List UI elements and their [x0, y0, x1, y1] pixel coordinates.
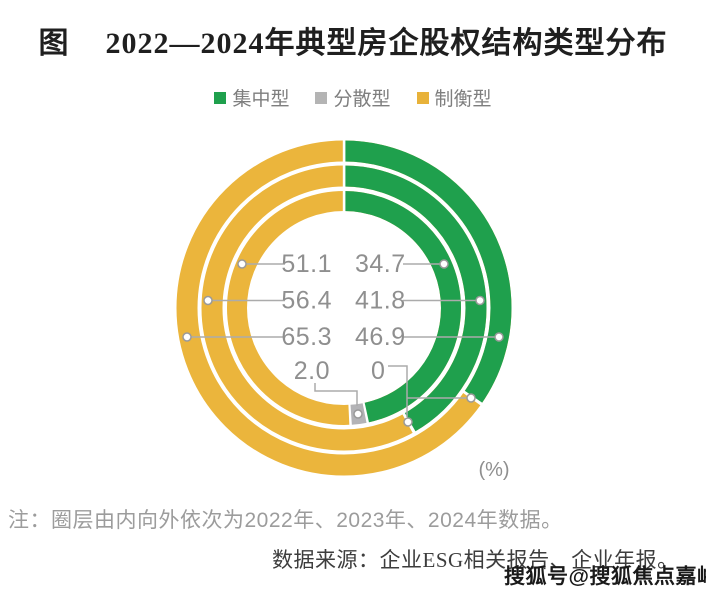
- watermark-sohu: 搜狐号@搜狐焦点嘉峪关站: [504, 565, 706, 588]
- top-seam: [342, 137, 346, 215]
- value-dispersed-2022: 2.0: [294, 357, 330, 385]
- chart-legend: 集中型 分散型 制衡型: [0, 84, 706, 111]
- value-concentrated-row3: 46.9: [355, 323, 406, 351]
- value-concentrated-row2: 41.8: [355, 287, 406, 315]
- leader-dots: [182, 259, 504, 427]
- value-balanced-2023: 56.4: [281, 287, 332, 315]
- chart-title-text: 2022—2024年典型房企股权结构类型分布: [105, 27, 668, 60]
- center-value-labels: 51.1 34.7 56.4 41.8 65.3 46.9 2.0 0: [281, 250, 405, 385]
- legend-label: 制衡型: [434, 89, 492, 110]
- footnote-ring-order: 注：圈层由内向外依次为2022年、2023年、2024年数据。: [8, 509, 563, 532]
- ring-2023-middle: [200, 164, 488, 452]
- legend-swatch-gold-icon: [416, 91, 429, 104]
- legend-item-balanced: 制衡型: [416, 84, 492, 111]
- unit-label: (%): [478, 459, 509, 481]
- legend-label: 集中型: [232, 89, 290, 110]
- chart-title: 图 2022—2024年典型房企股权结构类型分布: [0, 18, 706, 62]
- legend-swatch-gray-icon: [315, 91, 328, 104]
- leader-lines: [187, 263, 499, 417]
- ring-2022-inner: [225, 189, 463, 427]
- data-source: 数据来源：企业ESG相关报告、企业年报。: [272, 548, 679, 572]
- value-balanced-2022: 51.1: [281, 250, 332, 278]
- value-dispersed-zero: 0: [371, 357, 385, 385]
- chart-title-prefix: 图: [38, 27, 70, 60]
- legend-item-dispersed: 分散型: [315, 84, 391, 111]
- legend-item-concentrated: 集中型: [214, 84, 289, 111]
- value-balanced-2024: 65.3: [281, 323, 332, 351]
- legend-label: 分散型: [333, 89, 391, 110]
- value-concentrated-row1: 34.7: [355, 250, 406, 278]
- legend-swatch-green-icon: [214, 91, 227, 104]
